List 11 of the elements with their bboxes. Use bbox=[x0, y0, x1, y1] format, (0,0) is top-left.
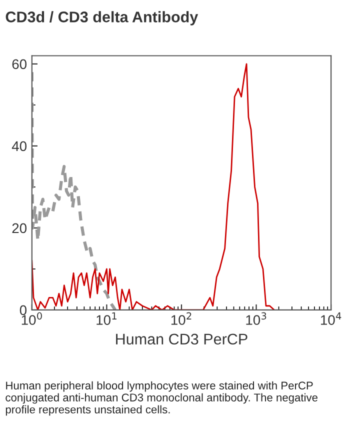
x-tick-label: 10$^{1}$ bbox=[96, 312, 116, 325]
y-tick-label: 40 bbox=[12, 141, 27, 152]
x-tick-label: 10$^{3}$ bbox=[246, 312, 266, 325]
y-tick-label: 0 bbox=[20, 305, 27, 316]
x-tick-label: 10$^{4}$ bbox=[320, 312, 342, 325]
chart-title: CD3d / CD3 delta Antibody bbox=[6, 11, 198, 26]
y-tick-label: 60 bbox=[12, 59, 27, 70]
x-tick-label: 10$^{2}$ bbox=[171, 312, 192, 325]
x-axis-title: Human CD3 PerCP bbox=[116, 334, 248, 345]
text: Human peripheral blood lymphocytes were stained with PerCP conjugated anti-human CD3 monoclonal antibody. The negative profile represents unstained cells. bbox=[6, 381, 318, 416]
y-tick-label: 20 bbox=[12, 223, 27, 234]
